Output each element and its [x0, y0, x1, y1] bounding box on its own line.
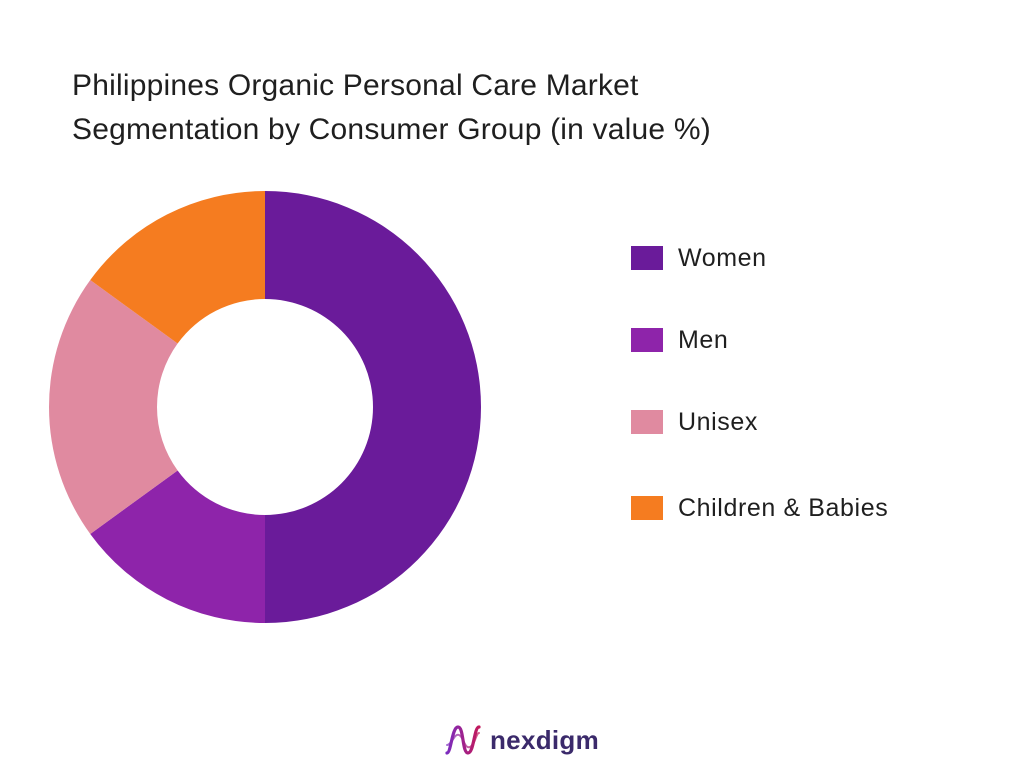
legend-label-women: Women	[678, 243, 767, 272]
chart-title: Philippines Organic Personal Care Market…	[72, 64, 972, 152]
legend-label-children-babies: Children & Babies	[678, 493, 889, 522]
legend-item-unisex: Unisex	[631, 402, 758, 442]
brand-logo-text: nexdigm	[490, 724, 600, 755]
legend-swatch-unisex	[631, 410, 663, 434]
legend-label-unisex: Unisex	[678, 407, 759, 436]
donut-slice-men	[90, 470, 266, 623]
legend-swatch-children-babies	[631, 496, 663, 520]
brand-logo: nexdigm	[444, 720, 599, 760]
donut-slice-women	[265, 191, 481, 623]
nexdigm-logo-icon	[445, 725, 481, 755]
donut-slice-children-babies	[90, 191, 266, 344]
chart-title-line-1: Philippines Organic Personal Care Market	[72, 69, 639, 102]
legend-label-men: Men	[678, 325, 729, 354]
chart-title-line-2: Segmentation by Consumer Group (in value…	[72, 113, 711, 146]
legend-swatch-men	[631, 328, 663, 352]
legend-item-women: Women	[631, 238, 767, 278]
donut-slice-unisex	[49, 280, 178, 534]
legend-item-men: Men	[631, 320, 728, 360]
donut-chart	[49, 191, 481, 623]
legend-item-children-babies: Children & Babies	[631, 488, 888, 528]
legend-swatch-women	[631, 246, 663, 270]
